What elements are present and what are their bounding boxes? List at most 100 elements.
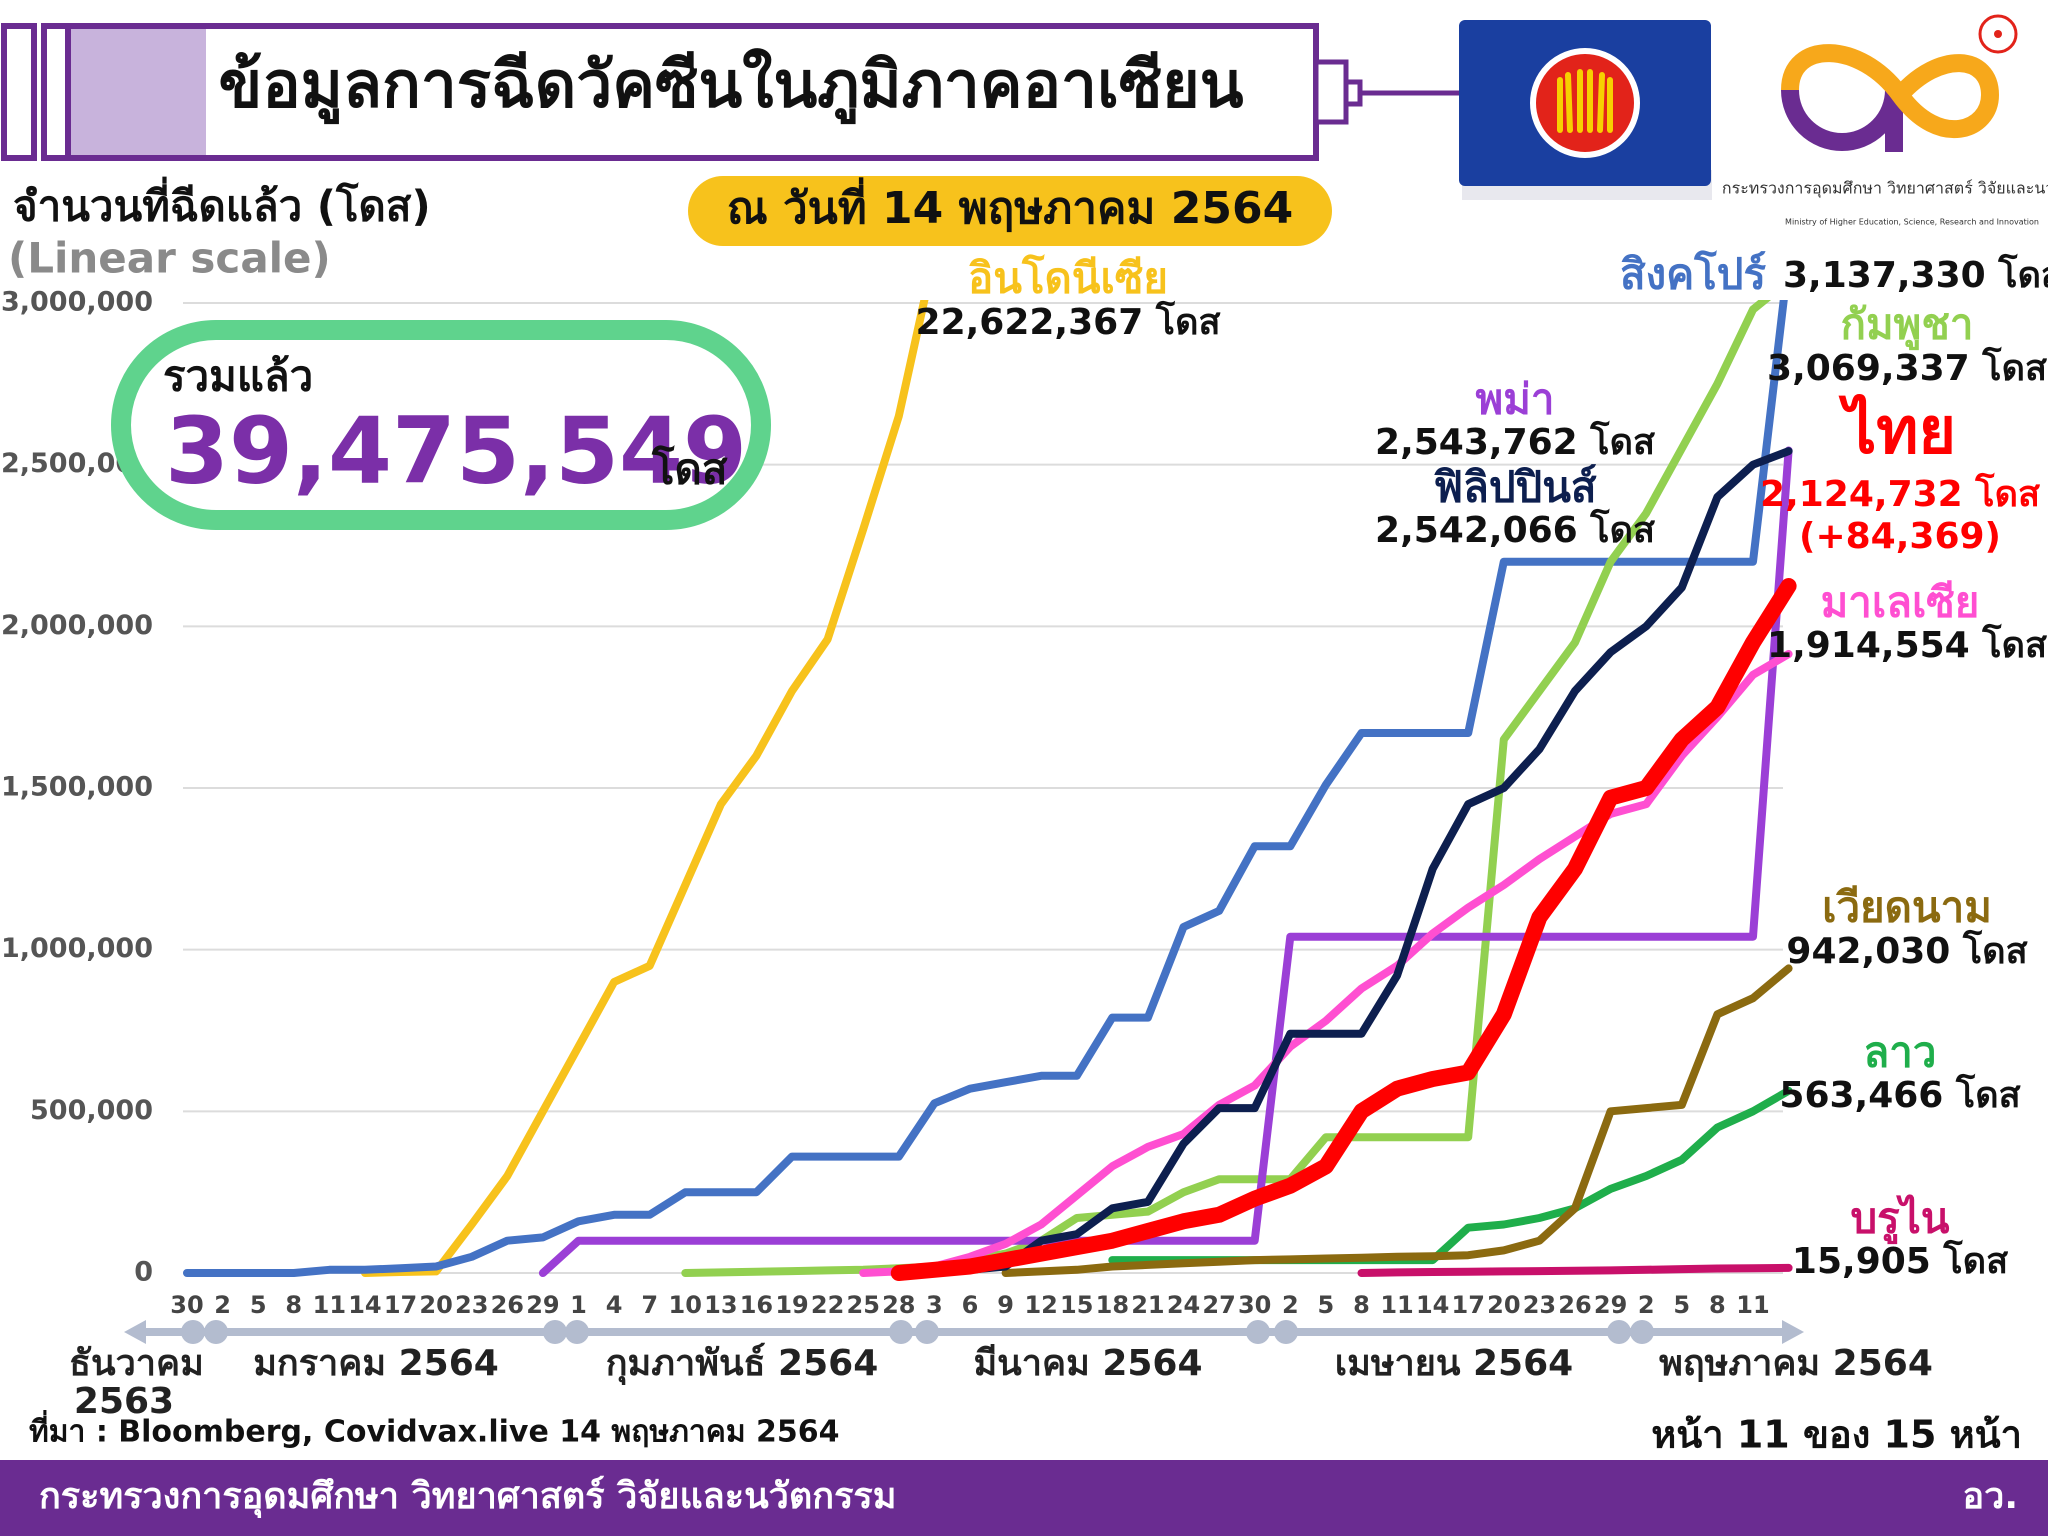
series-name: ลาว bbox=[1864, 1028, 1937, 1077]
x-tick-label: 30 bbox=[170, 1291, 203, 1319]
x-tick-label: 13 bbox=[704, 1291, 737, 1319]
y-tick-label: 2,000,000 bbox=[1, 610, 153, 641]
y-tick-label: 3,000,000 bbox=[1, 287, 153, 318]
x-tick-label: 6 bbox=[962, 1291, 979, 1319]
x-tick-label: 8 bbox=[285, 1291, 302, 1319]
y-scale-note: (Linear scale) bbox=[8, 234, 331, 283]
x-tick-label: 17 bbox=[384, 1291, 417, 1319]
series-line bbox=[1357, 1263, 1793, 1277]
series-change: (+84,369) bbox=[1799, 516, 2001, 557]
series-name: กัมพูชา bbox=[1841, 300, 1974, 351]
y-tick-label: 500,000 bbox=[30, 1095, 153, 1126]
x-tick-label: 28 bbox=[882, 1291, 915, 1319]
footer-abbr: อว. bbox=[1962, 1476, 2018, 1517]
x-tick-label: 24 bbox=[1167, 1291, 1200, 1319]
date: ณ วันที่ 14 พฤษภาคม 2564 bbox=[727, 177, 1293, 234]
date-pill bbox=[688, 176, 1332, 246]
series-line bbox=[538, 446, 1793, 1277]
footer-ministry: กระทรวงการอุดมศึกษา วิทยาศาสตร์ วิจัยและ… bbox=[39, 1475, 896, 1519]
ministry-logo-text: กระทรวงการอุดมศึกษา วิทยาศาสตร์ วิจัยและ… bbox=[1722, 179, 2048, 199]
x-tick-label: 9 bbox=[997, 1291, 1014, 1319]
total-unit: โดส bbox=[651, 445, 728, 494]
x-tick-label: 20 bbox=[419, 1291, 452, 1319]
series-line bbox=[859, 650, 1793, 1277]
series-line bbox=[1001, 964, 1793, 1277]
page-number: หน้า 11 ของ 15 หน้า bbox=[1651, 1413, 2022, 1457]
asean-flag bbox=[1459, 20, 1712, 200]
x-tick-label: 14 bbox=[1416, 1291, 1449, 1319]
series-line bbox=[930, 447, 1793, 1277]
x-tick-label: 5 bbox=[1318, 1291, 1335, 1319]
x-tick-label: 2 bbox=[1638, 1291, 1655, 1319]
x-tick-label: 29 bbox=[1594, 1291, 1627, 1319]
x-tick-label: 3 bbox=[926, 1291, 943, 1319]
x-axis-arrow bbox=[124, 1320, 1804, 1344]
x-tick-label: 23 bbox=[455, 1291, 488, 1319]
series-line bbox=[361, 300, 929, 1277]
series-total: 942,030 โดส bbox=[1786, 929, 2027, 972]
title: ข้อมูลการฉีดวัคซีนในภูมิภาคอาเซียน bbox=[219, 48, 1244, 125]
footer-bar bbox=[0, 1460, 2048, 1536]
x-tick-label: 7 bbox=[641, 1291, 658, 1319]
ministry-logo-en: Ministry of Higher Education, Science, R… bbox=[1785, 218, 2039, 227]
x-tick-label: 25 bbox=[847, 1291, 880, 1319]
x-tick-label: 15 bbox=[1060, 1291, 1093, 1319]
series-name: ฟิลิปปินส์ bbox=[1433, 463, 1597, 512]
series-total: 3,069,337 โดส bbox=[1767, 346, 2047, 389]
x-tick-label: 22 bbox=[811, 1291, 844, 1319]
x-tick-label: 10 bbox=[669, 1291, 702, 1319]
x-tick-label: 29 bbox=[526, 1291, 559, 1319]
month-label: มีนาคม 2564 bbox=[973, 1343, 1203, 1384]
x-tick-label: 5 bbox=[250, 1291, 267, 1319]
total-value: 39,475,549 bbox=[165, 397, 747, 504]
series-name: สิงคโปร์ bbox=[1620, 250, 1766, 299]
series-total: 2,124,732 โดส bbox=[1760, 472, 2040, 515]
series-total: 15,905 โดส bbox=[1792, 1239, 2008, 1282]
series-name: ไทย bbox=[1838, 394, 1956, 469]
y-tick-label: 1,500,000 bbox=[1, 772, 153, 803]
series-name: พม่า bbox=[1476, 375, 1555, 424]
x-tick-label: 11 bbox=[1380, 1291, 1413, 1319]
month-label: ธันวาคม 2563 bbox=[69, 1343, 204, 1422]
total-label: รวมแล้ว bbox=[163, 352, 313, 401]
month-label: มกราคม 2564 bbox=[253, 1343, 499, 1384]
x-tick-label: 8 bbox=[1709, 1291, 1726, 1319]
x-tick-label: 8 bbox=[1353, 1291, 1370, 1319]
x-tick-label: 19 bbox=[775, 1291, 808, 1319]
x-tick-label: 16 bbox=[740, 1291, 773, 1319]
x-tick-label: 30 bbox=[1238, 1291, 1271, 1319]
series-total: 2,542,066 โดส bbox=[1375, 508, 1655, 551]
x-tick-label: 27 bbox=[1202, 1291, 1235, 1319]
total-box bbox=[111, 320, 771, 530]
series-name: มาเลเซีย bbox=[1821, 578, 1980, 627]
y-tick-label: 0 bbox=[134, 1257, 153, 1288]
x-tick-label: 14 bbox=[348, 1291, 381, 1319]
series-total: 2,543,762 โดส bbox=[1375, 420, 1655, 463]
x-tick-label: 23 bbox=[1523, 1291, 1556, 1319]
ministry-logo bbox=[1781, 14, 2018, 152]
x-tick-label: 1 bbox=[570, 1291, 587, 1319]
x-tick-label: 2 bbox=[1282, 1291, 1299, 1319]
y-tick-label: 1,000,000 bbox=[1, 933, 153, 964]
x-tick-label: 5 bbox=[1673, 1291, 1690, 1319]
series-name: เวียดนาม bbox=[1822, 883, 1992, 932]
x-tick-label: 18 bbox=[1096, 1291, 1129, 1319]
x-tick-label: 17 bbox=[1452, 1291, 1485, 1319]
series-line bbox=[183, 300, 1788, 1277]
series-total: 3,137,330 โดส bbox=[1783, 253, 2048, 296]
x-tick-label: 4 bbox=[606, 1291, 623, 1319]
x-tick-label: 11 bbox=[313, 1291, 346, 1319]
x-tick-label: 11 bbox=[1736, 1291, 1769, 1319]
series-name: บรูไน bbox=[1850, 1194, 1949, 1245]
series-name: อินโดนีเซีย bbox=[968, 254, 1168, 303]
series-line bbox=[890, 578, 1797, 1281]
month-label: พฤษภาคม 2564 bbox=[1659, 1343, 1933, 1384]
series-total: 563,466 โดส bbox=[1779, 1073, 2020, 1116]
source: ที่มา : Bloomberg, Covidvax.live 14 พฤษภ… bbox=[29, 1410, 840, 1450]
month-label: เมษายน 2564 bbox=[1334, 1343, 1574, 1384]
x-tick-label: 12 bbox=[1024, 1291, 1057, 1319]
syringe bbox=[1, 23, 1460, 161]
x-tick-label: 2 bbox=[214, 1291, 231, 1319]
